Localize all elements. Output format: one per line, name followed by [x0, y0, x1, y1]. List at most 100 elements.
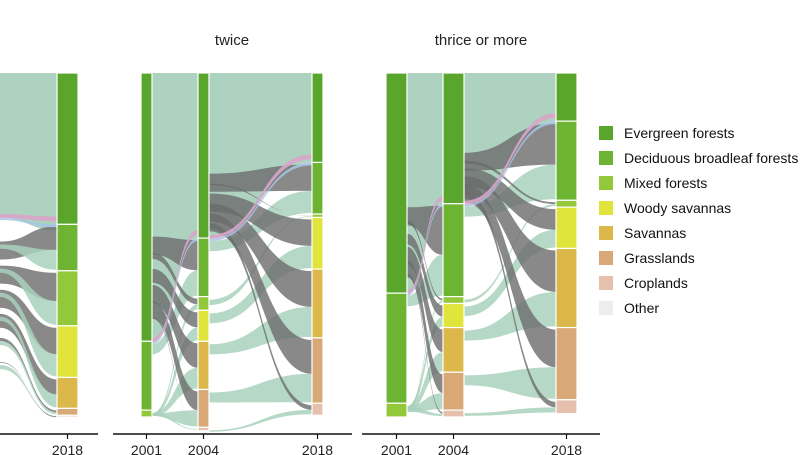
stratum-facet1_2018-0 [56, 72, 79, 225]
flow-change [0, 337, 57, 413]
flow-persist [407, 300, 443, 412]
legend-swatch [599, 126, 613, 140]
stratum-facet2_2001-0 [140, 72, 153, 342]
flow-persist [0, 340, 57, 415]
legend-label: Grasslands [624, 250, 695, 266]
flow-change [152, 317, 198, 430]
flow-change [464, 176, 556, 292]
stratum-facet3_2004-2 [442, 296, 465, 305]
x-tick-label: 2004 [438, 442, 469, 455]
stratum-facet2_2018-0 [311, 72, 324, 164]
flow-change [464, 184, 556, 368]
flow-change [0, 361, 57, 418]
legend-label: Woody savannas [624, 200, 731, 216]
flow-persist [407, 406, 443, 416]
flow-change [464, 123, 556, 171]
flow-change [407, 273, 443, 414]
legend-label: Savannas [624, 225, 686, 241]
legend: Evergreen forests Deciduous broadleaf for… [599, 125, 798, 316]
stratum-facet3_2004-1 [442, 203, 465, 298]
flow-persist [0, 316, 57, 408]
legend-label: Other [624, 300, 659, 316]
flow-layer [0, 73, 556, 432]
flow-persist [0, 364, 57, 417]
stratum-facet3_2018-3 [555, 206, 578, 250]
flow-blue [209, 162, 312, 242]
strata-layer [56, 72, 578, 432]
flow-stable [0, 73, 57, 231]
stratum-facet3_2018-6 [555, 399, 578, 415]
flow-stable [407, 73, 443, 294]
stratum-facet2_2004-0 [197, 72, 210, 239]
facet-titles: twice thrice or more [215, 32, 527, 49]
flow-persist [152, 327, 198, 416]
stratum-facet1_2018-1 [56, 223, 79, 272]
stratum-facet2_2018-6 [311, 402, 324, 416]
flow-persist [152, 270, 198, 355]
flow-persist [209, 373, 312, 403]
flow-persist [152, 367, 198, 416]
flow-change [0, 289, 57, 355]
stratum-facet3_2018-1 [555, 120, 578, 201]
stratum-facet2_2004-2 [197, 296, 210, 311]
x-tick-label: 2004 [188, 442, 219, 455]
legend-label: Croplands [624, 275, 688, 291]
flow-pink [464, 113, 556, 205]
flow-blue [407, 203, 443, 297]
flow-persist [407, 316, 443, 412]
stratum-facet2_2018-4 [311, 268, 324, 339]
legend-swatch [599, 226, 613, 240]
flow-pink [209, 154, 312, 240]
flow-change [209, 223, 312, 410]
flow-persist [0, 244, 57, 270]
flow-change [407, 260, 443, 394]
stratum-facet3_2004-4 [442, 326, 465, 373]
stratum-facet2_2018-1 [311, 161, 324, 215]
stratum-facet3_2018-0 [555, 72, 578, 122]
flow-change [152, 301, 198, 411]
flow-change [209, 213, 312, 374]
facet-title: twice [215, 32, 249, 49]
facet-title: thrice or more [435, 32, 528, 49]
legend-swatch [599, 301, 613, 315]
flow-change [152, 252, 198, 305]
x-tick-label: 2018 [52, 442, 83, 455]
x-tick-label: 2018 [551, 442, 582, 455]
stratum-facet2_2004-3 [197, 309, 210, 342]
flow-persist [464, 407, 556, 416]
legend-swatch [599, 276, 613, 290]
stratum-facet2_2001-2 [140, 409, 153, 418]
stratum-facet1_2018-5 [56, 407, 79, 416]
flow-change [407, 233, 443, 317]
flow-persist [152, 413, 198, 430]
stratum-facet3_2001-0 [385, 72, 408, 294]
flow-change [209, 193, 312, 246]
stratum-facet2_2004-4 [197, 340, 210, 391]
legend-label: Mixed forests [624, 175, 707, 191]
stratum-facet1_2018-3 [56, 325, 79, 379]
stratum-facet3_2018-4 [555, 247, 578, 329]
flow-change [407, 220, 443, 301]
flow-change [0, 313, 57, 395]
flow-persist [464, 204, 556, 303]
flow-change [152, 268, 198, 328]
flow-persist [464, 291, 556, 341]
stratum-facet3_2018-5 [555, 326, 578, 401]
flow-change [152, 284, 198, 368]
flow-pink [407, 195, 443, 295]
x-tick-label: 2001 [131, 442, 162, 455]
flow-pink [0, 214, 57, 222]
x-tick-label: 2001 [381, 442, 412, 455]
flow-change [464, 160, 556, 205]
stratum-facet3_2004-5 [442, 371, 465, 411]
flow-change [209, 183, 312, 217]
stratum-facet3_2018-2 [555, 199, 578, 208]
stratum-facet1_2018-6 [56, 414, 79, 418]
flow-persist [209, 306, 312, 355]
flow-persist [0, 268, 57, 325]
stratum-facet2_2018-3 [311, 216, 324, 270]
flow-blue [152, 238, 198, 345]
stratum-facet1_2018-4 [56, 376, 79, 410]
flow-change [407, 205, 443, 255]
